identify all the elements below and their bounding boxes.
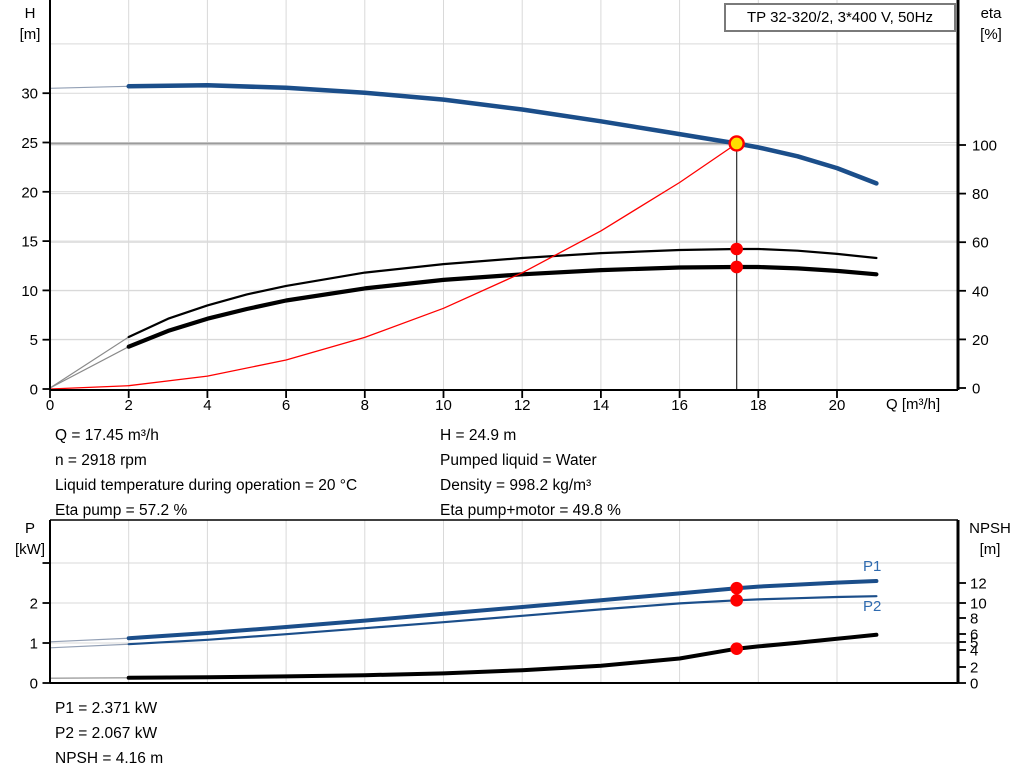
curve-head-leadin [49,85,130,89]
info-line: n = 2918 rpm [55,452,147,469]
eta-tick-label: 20 [972,332,989,349]
h-tick-label: 10 [21,283,38,300]
npsh-axis-unit: [m] [979,541,1001,558]
eta-axis-unit: [%] [980,26,1002,43]
info-line: Density = 998.2 kg/m³ [440,477,592,494]
q-axis-title: Q [m³/h] [886,396,941,413]
npsh-tick-label: 4 [970,643,978,660]
info-line: Eta pump = 57.2 % [55,502,188,519]
eta-tick-label: 60 [972,235,989,252]
p1-duty-dot [730,581,743,595]
q-tick-label: 12 [514,397,531,414]
npsh-axis-title: NPSH [m] [960,518,1020,560]
curve-system-curve [49,142,738,390]
h-axis-symbol: H [24,5,36,22]
curve-P1 [126,579,879,641]
eta-tick-label: 100 [972,138,997,155]
npsh-axis-symbol: NPSH [969,520,1011,537]
info-line: P2 = 2.067 kW [55,725,158,742]
q-tick-label: 0 [46,397,54,414]
eta-tick-label: 0 [972,381,980,398]
q-tick-label: 8 [361,397,369,414]
h-tick-label: 25 [21,135,38,152]
eta-pump-motor-duty-dot [730,260,743,274]
q-tick-label: 18 [750,397,767,414]
npsh-duty-dot [730,642,743,656]
info-line: Pumped liquid = Water [440,452,597,469]
h-tick-label: 0 [30,382,38,399]
q-tick-label: 20 [829,397,846,414]
curve-NPSH [126,632,879,680]
npsh-tick-label: 2 [970,660,978,677]
info-line: Eta pump+motor = 49.8 % [440,502,621,519]
duty-info-left: Q = 17.45 m³/h n = 2918 rpm Liquid tempera… [55,423,357,523]
eta-tick-label: 80 [972,186,989,203]
p-tick-label: 2 [30,596,38,613]
duty-point-marker [728,135,745,152]
h-axis-title: H [m] [8,3,52,45]
pump-title: TP 32-320/2, 3*400 V, 50Hz [747,9,933,26]
p-axis-symbol: P [24,520,35,537]
npsh-tick-label: 6 [970,627,978,644]
h-tick-label: 15 [21,234,38,251]
eta-pump-duty-dot [730,242,743,256]
npsh-tick-label: 8 [970,611,978,628]
curve-P2 [127,595,878,646]
eta-tick-label: 40 [972,283,989,300]
p-tick-label: 1 [30,636,38,653]
result-info: P1 = 2.371 kW P2 = 2.067 kW NPSH = 4.16 m [55,696,163,771]
p-tick-label: 0 [30,676,38,693]
info-line: NPSH = 4.16 m [55,750,164,767]
eta-axis-title: eta [%] [964,3,1018,45]
q-tick-label: 14 [593,397,610,414]
curve-P2-leadin [49,643,130,649]
h-axis-unit: [m] [19,26,41,43]
curve-eta-pump [127,247,878,339]
npsh-tick-label: 12 [970,576,987,593]
curve-eta-pump-motor-leadin [49,346,130,389]
p1-curve-label: P1 [863,558,881,575]
q-tick-label: 4 [203,397,211,414]
h-tick-label: 5 [30,332,38,349]
h-tick-label: 20 [21,184,38,201]
p-axis-title: P [kW] [8,518,52,560]
h-tick-label: 30 [21,86,38,103]
pump-title-box: TP 32-320/2, 3*400 V, 50Hz [724,3,956,32]
q-tick-label: 6 [282,397,290,414]
p-axis-unit: [kW] [15,541,45,558]
curve-eta-pump-leadin [49,336,130,389]
eta-axis-symbol: eta [980,5,1002,22]
q-tick-label: 16 [671,397,688,414]
info-line: Q = 17.45 m³/h [55,427,159,444]
p2-duty-dot [730,594,743,607]
curve-P1-leadin [49,637,130,643]
curve-eta-pump-motor [126,264,879,349]
curve-head [126,83,879,186]
npsh-tick-label: 5 [970,635,978,652]
q-tick-label: 2 [125,397,133,414]
p2-curve-label: P2 [863,598,881,615]
duty-info-right: H = 24.9 m Pumped liquid = Water Density =… [440,423,621,523]
npsh-tick-label: 10 [970,596,987,613]
q-tick-label: 10 [435,397,452,414]
npsh-tick-label: 0 [970,676,978,693]
info-line: H = 24.9 m [440,427,517,444]
info-line: P1 = 2.371 kW [55,700,158,717]
info-line: Liquid temperature during operation = 20… [55,477,358,494]
